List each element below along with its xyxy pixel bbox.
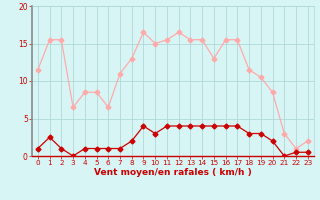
X-axis label: Vent moyen/en rafales ( km/h ): Vent moyen/en rafales ( km/h ) [94,168,252,177]
